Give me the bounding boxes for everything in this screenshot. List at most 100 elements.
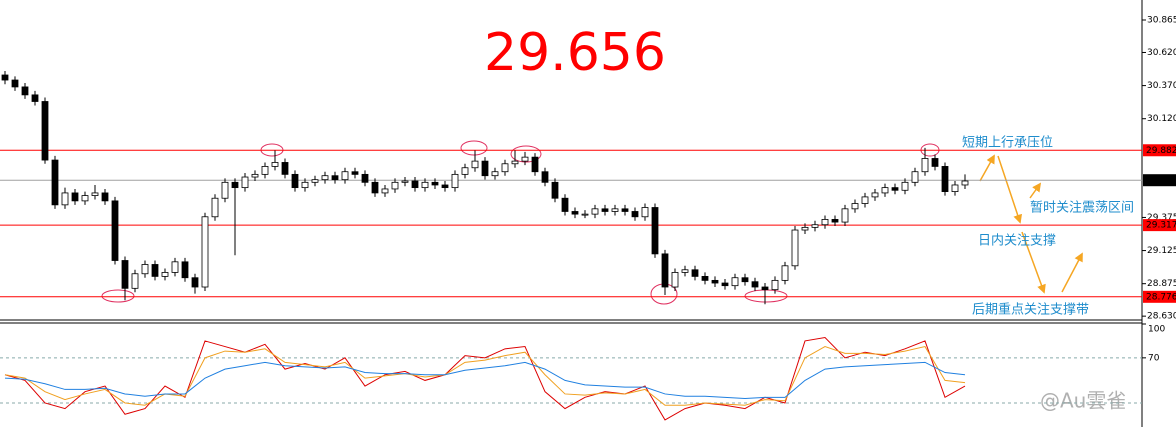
level-label-box — [1143, 290, 1176, 303]
candle-body — [691, 269, 699, 277]
candle-body — [661, 253, 669, 288]
candle-body — [641, 207, 649, 218]
candle-body — [811, 224, 819, 228]
candle-body — [281, 162, 289, 175]
arrows — [979, 154, 1083, 294]
candle-body — [631, 211, 639, 218]
candle-body — [591, 208, 599, 215]
candle-body — [351, 171, 359, 175]
candle-body — [21, 86, 29, 96]
candle-body — [911, 171, 919, 183]
candle-body — [721, 282, 729, 287]
candle-body — [341, 171, 349, 181]
candle-body — [761, 286, 769, 291]
y-tick-label: 30.120 — [1147, 114, 1176, 124]
y-tick-label: 30.620 — [1147, 48, 1176, 58]
candle-body — [391, 181, 399, 190]
candle-body — [791, 229, 799, 267]
candle-body — [251, 173, 259, 178]
y-tick-label: 28.875 — [1147, 279, 1176, 289]
candle-body — [271, 162, 279, 167]
candle-body — [181, 261, 189, 279]
y-tick-label: 30.865 — [1147, 16, 1176, 26]
candle-body — [131, 273, 139, 289]
candle-body — [321, 175, 329, 181]
candle-body — [541, 171, 549, 183]
candle-body — [261, 166, 269, 175]
candle-body — [441, 184, 449, 189]
candle-body — [151, 264, 159, 277]
candle-body — [491, 171, 499, 177]
candle-body — [901, 181, 909, 191]
annotation: 后期重点关注支撑带 — [972, 302, 1089, 318]
candle-body — [241, 176, 249, 189]
y-tick-label: 29.125 — [1147, 246, 1176, 256]
candle-body — [821, 219, 829, 226]
candle-body — [371, 181, 379, 194]
annotation: 短期上行承压位 — [962, 136, 1053, 151]
level-label: 28.776 — [1146, 292, 1176, 302]
candle-body — [11, 79, 19, 88]
candle-body — [701, 276, 709, 281]
candle-body — [521, 156, 529, 162]
candle-body — [461, 167, 469, 175]
candle-body — [601, 208, 609, 212]
candle-body — [301, 181, 309, 189]
y-tick-label: 30.370 — [1147, 81, 1176, 91]
candle-body — [401, 180, 409, 183]
candle-body — [411, 180, 419, 189]
candle-body — [311, 179, 319, 183]
candle-body — [571, 211, 579, 215]
candle-body — [101, 192, 109, 202]
current-price-box — [1143, 174, 1176, 187]
candle-body — [41, 101, 49, 161]
candle-body — [481, 160, 489, 177]
candle-body — [961, 180, 969, 186]
level-label: 29.317 — [1146, 221, 1176, 231]
annotation: 日内关注支撑 — [978, 233, 1056, 249]
oscillator-line — [4, 361, 966, 399]
ellipse — [510, 145, 542, 163]
candle-body — [881, 187, 889, 194]
candle-body — [531, 156, 539, 173]
arrow — [997, 155, 1022, 224]
candle-body — [511, 160, 519, 165]
candle-body — [921, 158, 929, 173]
candle-body — [851, 203, 859, 210]
candle-body — [191, 277, 199, 288]
candle-body — [671, 272, 679, 288]
candle-body — [231, 181, 239, 189]
current-price-label: 29.656 — [1146, 176, 1176, 186]
candle-body — [831, 219, 839, 223]
y-tick-label: 70 — [1148, 353, 1160, 363]
candle-body — [651, 207, 659, 255]
candle-body — [951, 184, 959, 192]
candle-body — [681, 269, 689, 273]
candle-body — [611, 208, 619, 212]
arrow — [1029, 182, 1042, 199]
candle-body — [741, 277, 749, 283]
candle-body — [221, 181, 229, 199]
candle-body — [111, 200, 119, 261]
level-label-box — [1143, 144, 1176, 157]
candle-body — [551, 181, 559, 199]
candle-body — [361, 173, 369, 183]
candle-body — [141, 264, 149, 275]
y-tick-label: 100 — [1148, 325, 1165, 335]
level-label: 29.882 — [1146, 146, 1176, 156]
candle-body — [861, 196, 869, 204]
candle-body — [331, 175, 339, 181]
candle-body — [51, 159, 59, 206]
candle-body — [891, 187, 899, 191]
candle-body — [421, 181, 429, 189]
y-tick-label: 29.375 — [1147, 213, 1176, 223]
candle-body — [561, 197, 569, 212]
candle-body — [871, 192, 879, 198]
candle-body — [1, 74, 9, 81]
y-tick-label: 28.630 — [1147, 312, 1176, 322]
candle-body — [771, 279, 779, 291]
candle-body — [31, 94, 39, 102]
